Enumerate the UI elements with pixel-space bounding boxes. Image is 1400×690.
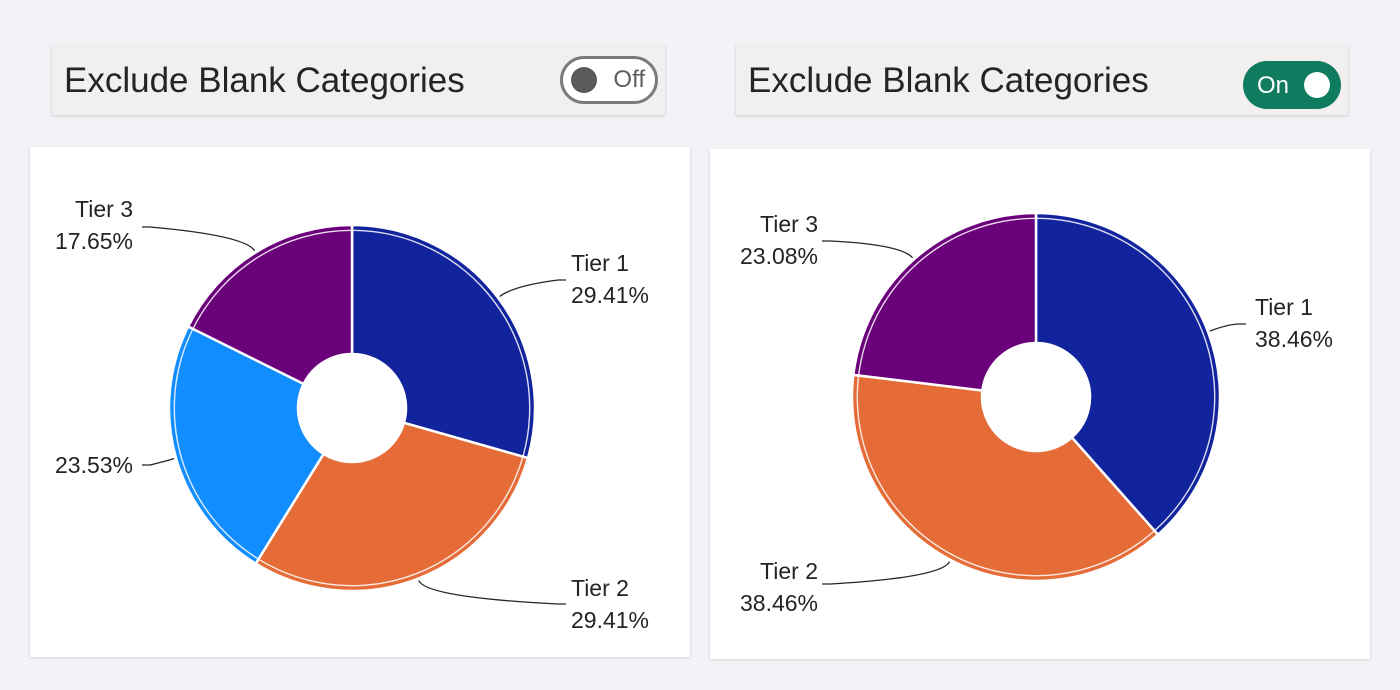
- slice-category-label: Tier 3: [75, 196, 133, 222]
- exclude-blank-label-left: Exclude Blank Categories: [64, 61, 465, 100]
- slice-percent-label: 23.08%: [740, 243, 818, 269]
- slice-percent-label: 23.53%: [55, 452, 133, 478]
- donut-slice[interactable]: [350, 223, 537, 460]
- label-leader-line: [142, 226, 256, 252]
- label-leader-line: [499, 279, 566, 298]
- donut-chart-panel-left: Tier 1 29.41% Tier 2 29.41% 23.53% Tier 3 17.6…: [30, 147, 690, 657]
- slice-category-label: Tier 2: [760, 558, 818, 584]
- donut-chart-panel-right: Tier 1 38.46% Tier 2 38.46% Tier 3 23.08%: [710, 149, 1370, 659]
- donut-slice[interactable]: [1034, 211, 1222, 537]
- switch-state-text: On: [1257, 72, 1290, 99]
- slice-category-label: Tier 1: [1255, 294, 1313, 320]
- donut-chart-left: Tier 1 29.41% Tier 2 29.41% 23.53% Tier 3 17.6…: [55, 196, 649, 633]
- donut-chart-right: Tier 1 38.46% Tier 2 38.46% Tier 3 23.08%: [740, 211, 1333, 616]
- donut-slice[interactable]: [186, 223, 354, 386]
- label-leader-line: [822, 561, 951, 585]
- label-leader-line: [142, 458, 175, 466]
- slice-category-label: Tier 2: [571, 575, 629, 601]
- switch-knob-icon: [571, 67, 597, 93]
- switch-knob-icon: [1304, 72, 1330, 98]
- exclude-blank-toggle-bar-right: Exclude Blank Categories On: [736, 45, 1348, 115]
- slice-percent-label: 38.46%: [740, 590, 818, 616]
- switch-state-text: Off: [613, 66, 645, 93]
- donut-slice[interactable]: [850, 373, 1160, 583]
- slice-percent-label: 17.65%: [55, 228, 133, 254]
- donut-slice[interactable]: [167, 324, 326, 566]
- slice-category-label: Tier 1: [571, 250, 629, 276]
- slice-percent-label: 29.41%: [571, 607, 649, 633]
- exclude-blank-switch-right[interactable]: On: [1243, 61, 1341, 109]
- label-leader-line: [418, 580, 566, 605]
- slice-percent-label: 38.46%: [1255, 326, 1333, 352]
- label-leader-line: [1209, 323, 1246, 332]
- slice-percent-label: 29.41%: [571, 282, 649, 308]
- slice-highlight-ring: [192, 229, 352, 329]
- exclude-blank-label-right: Exclude Blank Categories: [748, 61, 1149, 100]
- slice-category-label: Tier 3: [760, 211, 818, 237]
- donut-slice[interactable]: [851, 211, 1038, 392]
- exclude-blank-switch-left[interactable]: Off: [560, 56, 658, 104]
- label-leader-line: [822, 240, 914, 259]
- exclude-blank-toggle-bar-left: Exclude Blank Categories Off: [52, 45, 665, 115]
